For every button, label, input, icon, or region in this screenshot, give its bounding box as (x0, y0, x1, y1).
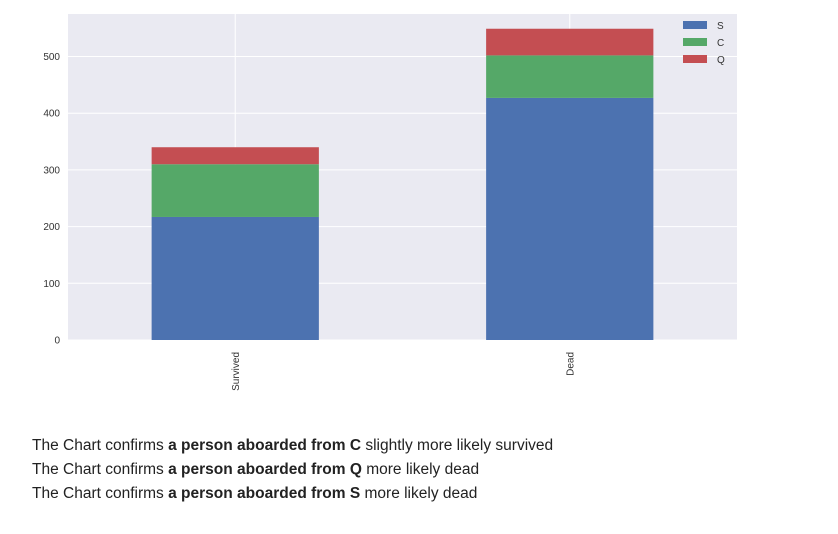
note-prefix: The Chart confirms (32, 485, 169, 502)
y-tick-label: 200 (43, 222, 60, 233)
y-axis: 0 100 200 300 400 500 (43, 52, 60, 346)
note-bold: a person aboarded from S (168, 485, 361, 502)
x-tick-label: Survived (231, 352, 242, 391)
note-line: The Chart confirms a person aboarded fro… (32, 458, 553, 482)
y-tick-label: 300 (43, 165, 60, 176)
note-bold: a person aboarded from Q (168, 461, 362, 478)
x-tick-label: Dead (565, 352, 576, 376)
y-tick-label: 400 (43, 109, 60, 120)
note-line: The Chart confirms a person aboarded fro… (32, 434, 553, 458)
y-tick-label: 0 (54, 336, 60, 347)
legend-swatch-c (683, 38, 707, 46)
bar-segment-c (151, 164, 319, 217)
note-suffix: more likely dead (360, 485, 478, 502)
legend-label: C (717, 38, 724, 49)
note-suffix: more likely dead (361, 461, 480, 478)
notes: The Chart confirms a person aboarded fro… (32, 434, 553, 506)
stacked-bar-chart: 0 100 200 300 400 500 Survived Dead SCQ (43, 14, 737, 391)
bar-segment-c (486, 55, 654, 98)
legend-swatch-q (683, 55, 707, 63)
y-tick-label: 500 (43, 52, 60, 63)
legend-swatch-s (683, 21, 707, 29)
x-axis: Survived Dead (231, 352, 577, 391)
bar-segment-s (486, 97, 654, 340)
legend-label: Q (717, 55, 725, 66)
bar-segment-s (151, 216, 319, 340)
bar-segment-q (151, 147, 319, 165)
note-line: The Chart confirms a person aboarded fro… (32, 482, 553, 506)
legend-label: S (717, 21, 724, 32)
note-bold: a person aboarded from C (168, 437, 362, 454)
note-prefix: The Chart confirms (32, 437, 169, 454)
bar-segment-q (486, 28, 654, 56)
bars (151, 28, 654, 340)
note-suffix: slightly more likely survived (361, 437, 554, 454)
legend: SCQ (683, 21, 725, 66)
y-tick-label: 100 (43, 279, 60, 290)
note-prefix: The Chart confirms (32, 461, 169, 478)
